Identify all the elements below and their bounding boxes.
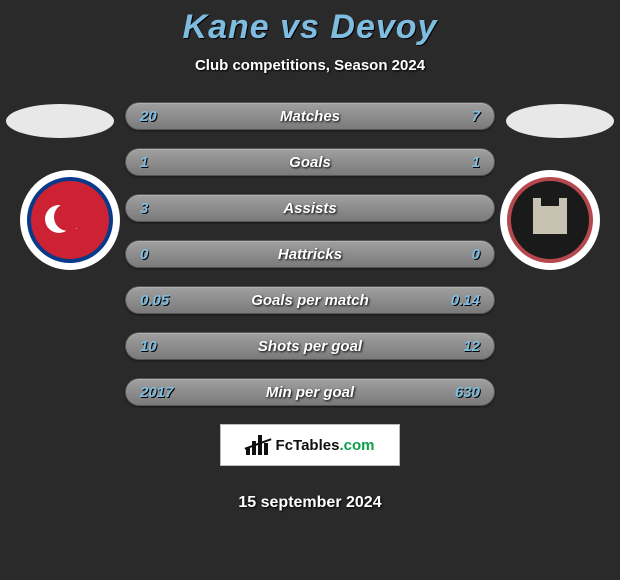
crest-right-graphic bbox=[507, 177, 593, 263]
title-player-left: Kane bbox=[183, 8, 270, 46]
branding-domain: .com bbox=[339, 437, 374, 454]
stat-label: Goals bbox=[180, 154, 440, 171]
infographic-root: Kane vs Devoy Club competitions, Season … bbox=[0, 0, 620, 580]
crest-left-graphic: ★ bbox=[27, 177, 113, 263]
title-vs: vs bbox=[280, 8, 320, 46]
stat-value-right: 0.14 bbox=[440, 292, 480, 309]
subtitle: Club competitions, Season 2024 bbox=[0, 57, 620, 74]
stat-label: Shots per goal bbox=[180, 338, 440, 355]
stat-value-left: 0.05 bbox=[140, 292, 180, 309]
player-photo-right-placeholder bbox=[506, 104, 614, 138]
stat-value-left: 10 bbox=[140, 338, 180, 355]
castle-icon bbox=[533, 206, 567, 234]
stat-value-right: 630 bbox=[440, 384, 480, 401]
stat-bar: 0 Hattricks 0 bbox=[125, 240, 495, 268]
stat-value-right: 0 bbox=[440, 246, 480, 263]
stat-label: Matches bbox=[180, 108, 440, 125]
branding-site-name: FcTables bbox=[276, 437, 340, 454]
club-crest-right bbox=[500, 170, 600, 270]
stat-value-left: 0 bbox=[140, 246, 180, 263]
stat-bar: 2017 Min per goal 630 bbox=[125, 378, 495, 406]
stat-bar: 20 Matches 7 bbox=[125, 102, 495, 130]
stat-bar: 10 Shots per goal 12 bbox=[125, 332, 495, 360]
title-player-right: Devoy bbox=[330, 8, 437, 46]
stat-value-right: 7 bbox=[440, 108, 480, 125]
branding-logo[interactable]: FcTables.com bbox=[220, 424, 400, 466]
stat-label: Hattricks bbox=[180, 246, 440, 263]
stat-label: Min per goal bbox=[180, 384, 440, 401]
stat-value-right: 1 bbox=[440, 154, 480, 171]
stat-label: Goals per match bbox=[180, 292, 440, 309]
stat-value-left: 1 bbox=[140, 154, 180, 171]
stat-value-left: 3 bbox=[140, 200, 180, 217]
stat-value-right: 12 bbox=[440, 338, 480, 355]
club-crest-left: ★ bbox=[20, 170, 120, 270]
stat-bar: 1 Goals 1 bbox=[125, 148, 495, 176]
stat-label: Assists bbox=[180, 200, 440, 217]
date-text: 15 september 2024 bbox=[0, 494, 620, 512]
bar-chart-icon bbox=[246, 435, 270, 455]
page-title: Kane vs Devoy bbox=[0, 8, 620, 47]
crescent-icon bbox=[45, 205, 73, 233]
stat-value-left: 20 bbox=[140, 108, 180, 125]
top-row: 20 Matches 7 bbox=[0, 102, 620, 148]
stat-value-left: 2017 bbox=[140, 384, 180, 401]
stat-bar: 0.05 Goals per match 0.14 bbox=[125, 286, 495, 314]
stat-bar: 3 Assists bbox=[125, 194, 495, 222]
branding-text: FcTables.com bbox=[276, 437, 375, 454]
player-photo-left-placeholder bbox=[6, 104, 114, 138]
